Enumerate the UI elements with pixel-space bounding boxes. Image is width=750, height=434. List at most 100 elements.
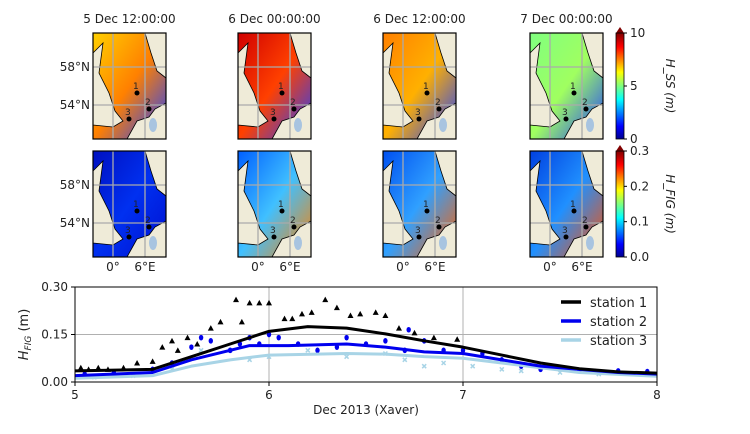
station-label: 1 xyxy=(133,82,139,92)
colorbar-tick-label: 0.0 xyxy=(630,250,649,264)
station-label: 1 xyxy=(278,200,284,210)
station-marker xyxy=(291,106,297,112)
data-point-station-1 xyxy=(159,344,166,350)
lake xyxy=(439,236,447,250)
lon-tick: 0° xyxy=(251,260,265,274)
lat-tick: 58°N xyxy=(60,60,90,74)
lake xyxy=(586,118,594,132)
station-marker xyxy=(571,208,577,214)
colorbar-extend xyxy=(616,27,624,33)
x-tick-label: 7 xyxy=(459,388,467,402)
colorbar-tick-label: 0.1 xyxy=(630,215,649,229)
station-label: 2 xyxy=(290,98,296,108)
map-panel: 12 3 0° 6°E xyxy=(529,150,604,274)
station-marker xyxy=(271,234,277,240)
station-marker xyxy=(126,116,132,122)
colorbar-label: H_FIG (m) xyxy=(663,174,677,234)
data-point-station-1 xyxy=(149,358,156,364)
data-point-station-1 xyxy=(184,334,191,341)
label-unit: (m) xyxy=(17,309,32,332)
data-point-station-3 xyxy=(441,360,447,366)
data-point-station-2 xyxy=(344,334,349,341)
data-point-station-1 xyxy=(174,347,181,353)
plot-frame xyxy=(74,286,658,383)
data-point-station-1 xyxy=(333,304,340,311)
data-point-station-1 xyxy=(430,334,437,341)
data-point-station-1 xyxy=(382,312,389,318)
data-point-station-2 xyxy=(198,334,204,341)
legend-label: station 3 xyxy=(590,334,647,349)
data-point-station-3 xyxy=(518,368,524,374)
map-panels: 5 Dec 12:00:00 6 Dec 00:00:00 6 Dec 12:00:… xyxy=(60,12,613,274)
data-point-station-1 xyxy=(217,318,224,325)
data-point-station-3 xyxy=(402,357,408,363)
station-label: 3 xyxy=(125,108,131,118)
station-label: 1 xyxy=(423,82,429,92)
data-point-station-1 xyxy=(411,329,418,336)
land-britain xyxy=(529,41,561,128)
lake xyxy=(149,118,157,132)
data-point-station-1 xyxy=(77,364,84,371)
station-label: 2 xyxy=(290,216,296,226)
data-point-station-1 xyxy=(266,299,272,306)
map-panel: 12 3 0° 6°E xyxy=(237,150,312,274)
data-point-station-2 xyxy=(189,344,194,350)
data-point-station-2 xyxy=(383,338,388,344)
map-frame xyxy=(529,32,604,140)
lat-tick: 54°N xyxy=(60,216,90,230)
station-label: 1 xyxy=(423,200,429,210)
map-frame xyxy=(382,150,457,258)
y-axis-label: HFIG (m) xyxy=(17,309,34,361)
data-point-station-1 xyxy=(372,309,379,315)
land-britain xyxy=(92,159,124,246)
station-marker xyxy=(583,224,589,230)
lake xyxy=(586,236,594,250)
map-title-2: 6 Dec 00:00:00 xyxy=(228,12,320,26)
station-label: 3 xyxy=(562,108,568,118)
label-main: H xyxy=(17,350,32,360)
lon-tick: 6°E xyxy=(424,260,445,274)
data-point-station-1 xyxy=(256,299,263,306)
data-point-station-2 xyxy=(406,326,411,333)
lake xyxy=(439,118,447,132)
data-point-station-2 xyxy=(208,338,213,344)
map-title-3: 6 Dec 12:00:00 xyxy=(373,12,465,26)
data-point-station-3 xyxy=(305,347,311,353)
station-marker xyxy=(134,90,140,96)
station-marker xyxy=(571,90,577,96)
data-point-station-1 xyxy=(207,325,214,331)
data-point-station-2 xyxy=(315,347,320,354)
map-panel: 12 3 xyxy=(237,32,312,140)
station-marker xyxy=(583,106,589,112)
data-point-station-3 xyxy=(344,354,350,360)
station-label: 3 xyxy=(562,226,568,236)
station-marker xyxy=(126,234,132,240)
station-label: 1 xyxy=(570,200,576,210)
station-marker xyxy=(436,224,442,230)
colorbar-extend xyxy=(616,145,624,151)
data-point-station-1 xyxy=(169,337,175,344)
colorbar-tick-label: 0.2 xyxy=(630,179,649,193)
data-point-station-1 xyxy=(347,312,354,318)
lat-tick: 54°N xyxy=(60,98,90,112)
station-label: 1 xyxy=(133,200,139,210)
station-label: 2 xyxy=(435,216,441,226)
station-label: 3 xyxy=(415,226,421,236)
data-point-station-3 xyxy=(499,366,505,372)
station-label: 3 xyxy=(415,108,421,118)
map-panel: 12 3 58°N 54°N 0° 6°E xyxy=(60,150,167,274)
lon-tick: 0° xyxy=(396,260,410,274)
station-marker xyxy=(291,224,297,230)
data-point-station-2 xyxy=(460,347,466,354)
colorbar-tick-label: 10 xyxy=(630,26,645,40)
data-point-station-1 xyxy=(134,360,141,366)
map-frame xyxy=(529,150,604,258)
data-point-station-1 xyxy=(95,364,102,371)
series-line-station-1 xyxy=(74,325,658,375)
label-sub: FIG xyxy=(24,336,34,351)
lake xyxy=(294,118,302,132)
station-marker xyxy=(146,106,152,112)
map-frame xyxy=(237,32,312,140)
land-britain xyxy=(382,159,414,246)
station-marker xyxy=(563,234,569,240)
